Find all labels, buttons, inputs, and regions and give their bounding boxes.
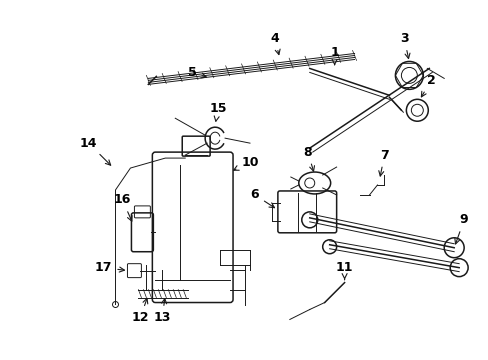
Text: 6: 6 [250, 188, 274, 208]
Text: 1: 1 [329, 46, 338, 65]
Text: 13: 13 [153, 298, 171, 324]
Text: 16: 16 [114, 193, 132, 221]
Text: 17: 17 [95, 261, 124, 274]
Text: 2: 2 [421, 74, 435, 97]
Text: 7: 7 [378, 149, 388, 176]
Text: 5: 5 [187, 66, 206, 79]
Text: 15: 15 [209, 102, 226, 121]
Text: 12: 12 [131, 298, 149, 324]
Text: 8: 8 [303, 145, 314, 171]
Text: 10: 10 [233, 156, 258, 170]
Text: 3: 3 [399, 32, 409, 59]
Text: 4: 4 [270, 32, 280, 55]
Text: 14: 14 [80, 137, 110, 165]
Text: 9: 9 [454, 213, 468, 244]
Text: 11: 11 [335, 261, 353, 280]
